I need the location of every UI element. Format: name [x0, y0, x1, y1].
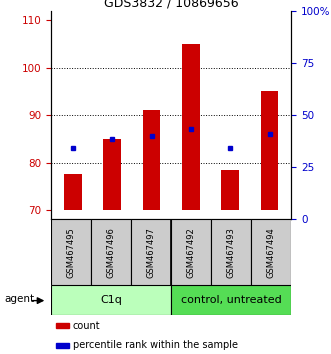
Bar	[261, 91, 278, 210]
Text: GSM467497: GSM467497	[147, 227, 156, 278]
Bar	[56, 323, 69, 328]
Bar	[64, 175, 82, 210]
Bar	[103, 139, 121, 210]
Text: percentile rank within the sample: percentile rank within the sample	[73, 341, 238, 350]
Bar	[221, 170, 239, 210]
Text: control, untreated: control, untreated	[181, 295, 282, 305]
Bar	[143, 110, 161, 210]
Bar	[91, 219, 131, 285]
Text: agent: agent	[4, 293, 34, 303]
Bar	[211, 219, 251, 285]
Bar	[51, 285, 171, 315]
Text: GSM467494: GSM467494	[267, 227, 276, 278]
Bar	[171, 285, 291, 315]
Title: GDS3832 / 10869656: GDS3832 / 10869656	[104, 0, 239, 10]
Bar	[251, 219, 291, 285]
Bar	[51, 219, 91, 285]
Text: C1q: C1q	[100, 295, 122, 305]
Text: GSM467493: GSM467493	[227, 227, 236, 278]
Text: GSM467492: GSM467492	[187, 227, 196, 278]
Text: GSM467495: GSM467495	[67, 227, 76, 278]
Bar	[182, 44, 200, 210]
Text: GSM467496: GSM467496	[107, 227, 116, 278]
Bar	[171, 219, 211, 285]
Bar	[131, 219, 171, 285]
Text: count: count	[73, 321, 101, 331]
Bar	[56, 343, 69, 348]
